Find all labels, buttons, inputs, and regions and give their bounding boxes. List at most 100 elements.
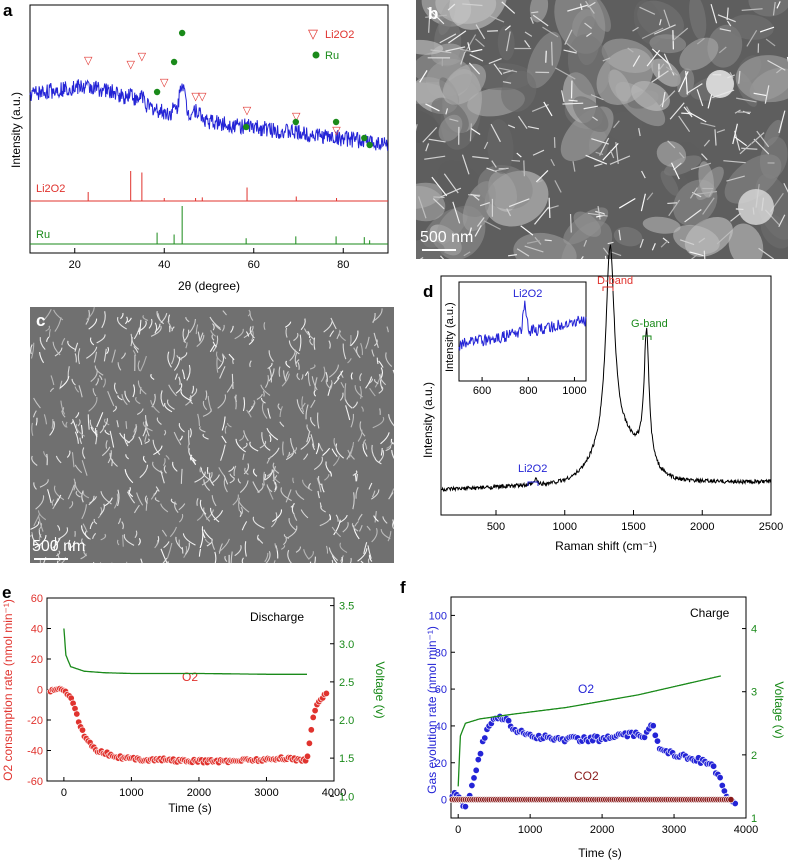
sem-texture-b <box>416 0 788 259</box>
sem-edge <box>488 57 502 65</box>
sem-wrinkle <box>31 422 34 436</box>
sem-wrinkle <box>303 549 310 560</box>
sem-wrinkle <box>163 541 170 549</box>
sem-wrinkle <box>39 560 41 563</box>
sem-wrinkle <box>138 537 141 546</box>
sem-wrinkle <box>82 447 86 459</box>
sem-wrinkle <box>293 512 298 521</box>
sem-edge <box>690 254 698 259</box>
sem-edge <box>490 123 501 143</box>
sem-wrinkle <box>360 560 364 563</box>
y2-axis-label-e: Voltage (v) <box>373 661 387 718</box>
sem-wrinkle <box>289 349 296 362</box>
sem-edge <box>778 214 786 228</box>
sem-flake <box>660 170 679 196</box>
sem-wrinkle <box>82 491 90 499</box>
sem-image-b: b 500 nm <box>416 0 788 259</box>
sem-wrinkle <box>71 378 76 386</box>
sem-edge <box>523 160 526 177</box>
sem-wrinkle <box>163 465 167 474</box>
sem-wrinkle <box>211 495 217 507</box>
sem-wrinkle <box>278 366 281 377</box>
li2o2-reference-pattern <box>30 171 388 202</box>
sem-wrinkle <box>359 421 366 437</box>
sem-wrinkle <box>88 396 98 412</box>
sem-edge <box>753 138 770 155</box>
sem-edge <box>463 251 471 257</box>
sem-edge <box>531 11 539 14</box>
sem-wrinkle <box>266 427 279 441</box>
sem-wrinkle <box>101 446 111 457</box>
sem-edge <box>474 38 485 48</box>
x-tick-label: 3000 <box>254 787 278 799</box>
sem-wrinkle <box>239 435 245 442</box>
sem-wrinkle <box>35 417 38 426</box>
sem-wrinkle <box>92 532 97 540</box>
sem-edge <box>470 193 480 197</box>
sem-wrinkle <box>342 343 347 360</box>
sem-wrinkle <box>124 390 131 403</box>
sem-wrinkle <box>372 490 376 498</box>
sem-wrinkle <box>48 329 51 338</box>
sem-wrinkle <box>215 351 222 363</box>
sem-wrinkle <box>60 400 66 415</box>
sem-wrinkle <box>209 316 221 329</box>
sem-edge <box>464 34 477 53</box>
sem-wrinkle <box>363 542 368 554</box>
panel-d: d 500 1000 1500 2000 2500 Raman shift (cm⁻¹)… <box>421 244 783 553</box>
ru-peak-marker <box>332 118 340 126</box>
sem-flake <box>677 68 695 98</box>
sem-edge <box>550 158 555 167</box>
sem-wrinkle <box>98 375 103 381</box>
sem-wrinkle <box>142 421 153 432</box>
sem-edge <box>428 9 431 33</box>
d-band-bracket <box>602 286 614 291</box>
sem-wrinkle <box>362 444 368 457</box>
sem-wrinkle <box>212 341 217 348</box>
sem-wrinkle <box>200 467 210 481</box>
sem-wrinkle <box>244 541 247 557</box>
sem-wrinkle <box>174 373 178 380</box>
sem-wrinkle <box>142 314 149 321</box>
li2o2-peak-marker-icon: ▽ <box>160 76 169 89</box>
sem-wrinkle <box>68 539 71 550</box>
sem-edge <box>545 50 547 63</box>
sem-wrinkle <box>376 357 379 365</box>
sem-wrinkle <box>357 548 368 562</box>
sem-flake <box>526 31 562 89</box>
sem-wrinkle <box>302 479 313 492</box>
sem-wrinkle <box>55 455 62 464</box>
ru-peak-marker <box>170 58 178 66</box>
sem-edge <box>679 239 695 246</box>
sem-wrinkle <box>209 344 215 353</box>
sem-edge <box>461 154 470 175</box>
sem-wrinkle <box>352 401 358 409</box>
sem-wrinkle <box>317 475 322 486</box>
sem-wrinkle <box>199 499 207 515</box>
sem-edge <box>449 118 459 122</box>
sem-wrinkle <box>361 406 364 412</box>
sem-edge <box>516 152 522 158</box>
sem-edge <box>445 46 466 52</box>
sem-wrinkle <box>145 415 149 427</box>
sem-edge <box>741 147 758 150</box>
sem-wrinkle <box>203 479 210 491</box>
sem-edge <box>433 196 445 199</box>
sem-wrinkle <box>117 489 120 507</box>
sem-wrinkle <box>150 493 155 500</box>
sem-edge <box>651 70 669 83</box>
sem-wrinkle <box>386 441 393 449</box>
sem-wrinkle <box>65 421 68 428</box>
sem-wrinkle <box>145 497 149 511</box>
voltage-curve <box>457 675 721 787</box>
sem-wrinkle <box>49 421 55 436</box>
sem-edge <box>425 143 430 152</box>
sem-wrinkle <box>189 428 192 438</box>
sem-wrinkle <box>213 510 224 521</box>
sem-wrinkle <box>39 337 46 350</box>
sem-edge <box>640 193 646 212</box>
x-tick-label-d: 500 <box>487 521 505 533</box>
sem-wrinkle <box>323 321 333 333</box>
sem-wrinkle <box>331 448 338 457</box>
sem-edge <box>416 124 418 132</box>
